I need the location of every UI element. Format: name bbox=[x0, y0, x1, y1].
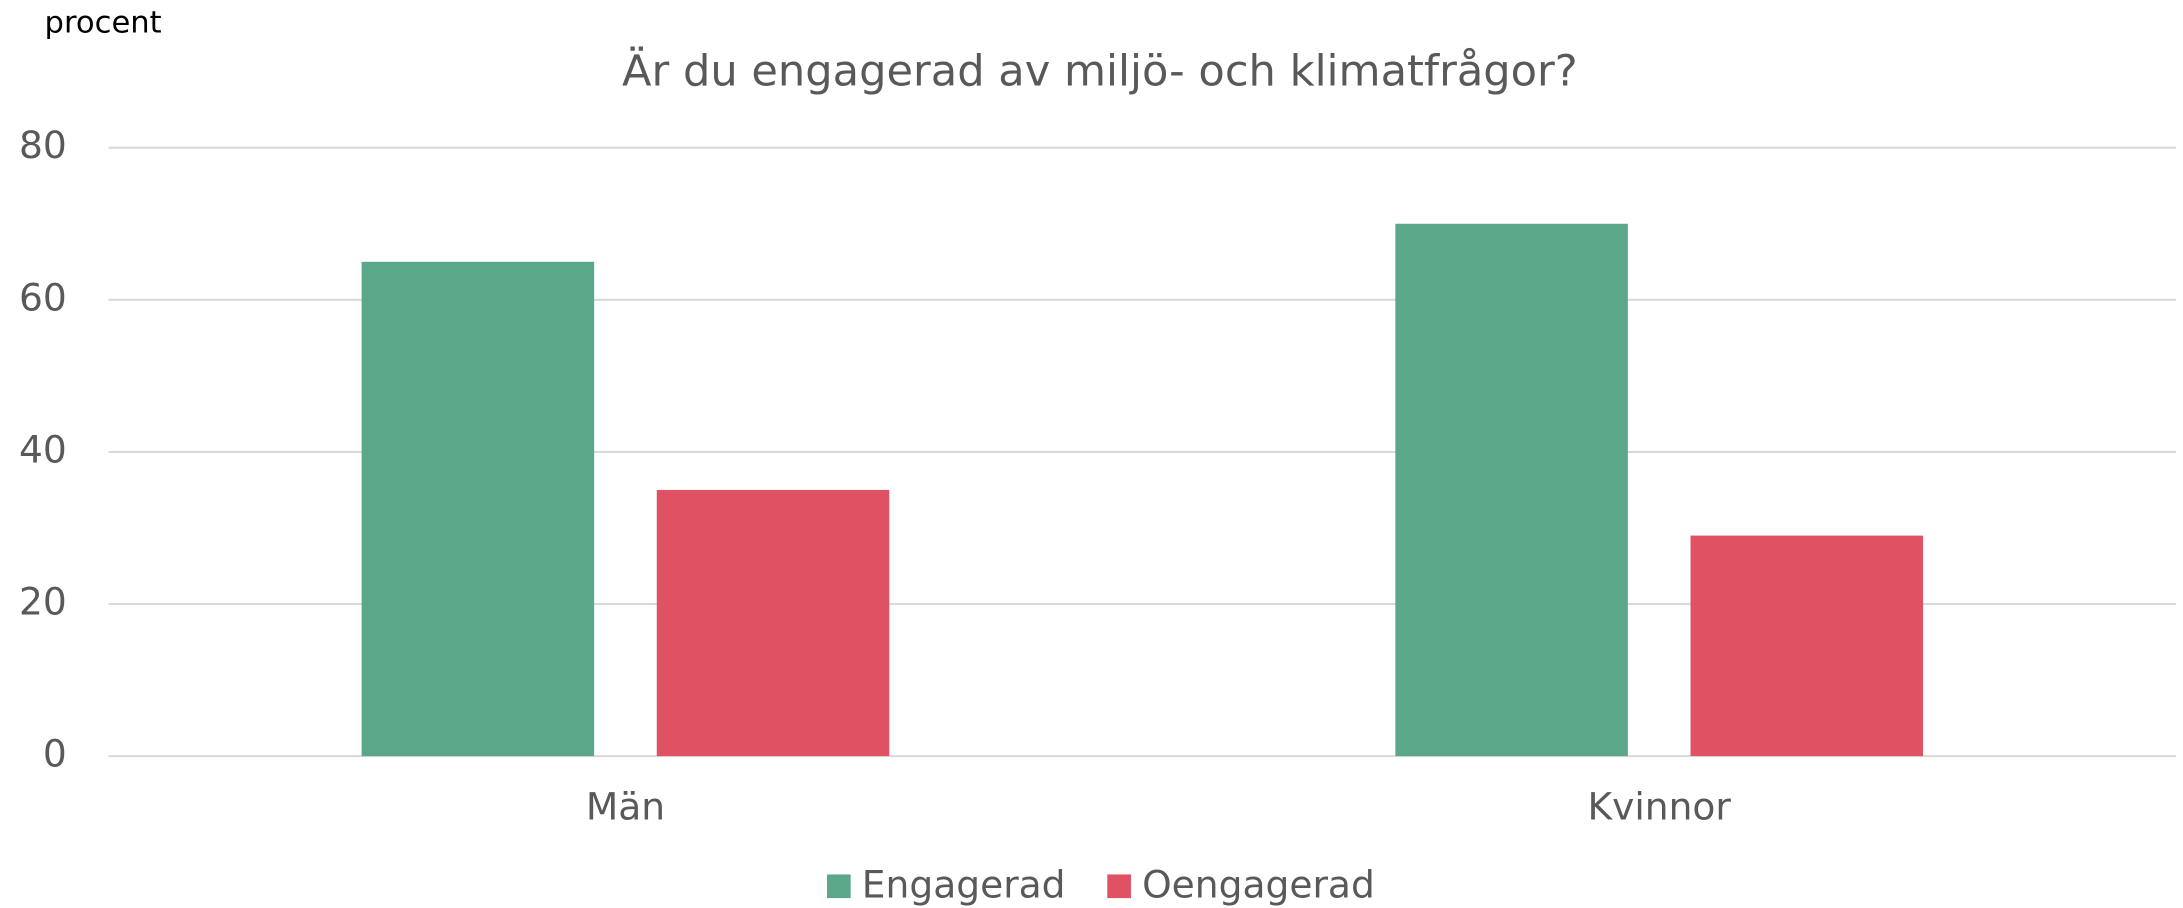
bar bbox=[1690, 535, 1924, 757]
legend-swatch bbox=[1107, 874, 1131, 899]
bar bbox=[1395, 223, 1628, 757]
y-axis-label: procent bbox=[45, 5, 162, 40]
bar bbox=[361, 261, 595, 757]
x-tick-label: Män bbox=[586, 785, 665, 829]
y-tick-label: 0 bbox=[43, 732, 67, 776]
legend-label: Oengagerad bbox=[1142, 862, 1375, 906]
y-tick-label: 80 bbox=[19, 123, 67, 167]
chart-title: Är du engagerad av miljö- och klimatfråg… bbox=[622, 45, 1578, 96]
bar bbox=[656, 489, 890, 757]
legend-label: Engagerad bbox=[862, 862, 1066, 906]
x-tick-label: Kvinnor bbox=[1587, 785, 1731, 829]
legend-swatch bbox=[826, 874, 851, 899]
y-tick-label: 40 bbox=[19, 427, 67, 471]
y-tick-label: 60 bbox=[19, 275, 67, 319]
y-tick-label: 20 bbox=[19, 580, 67, 624]
